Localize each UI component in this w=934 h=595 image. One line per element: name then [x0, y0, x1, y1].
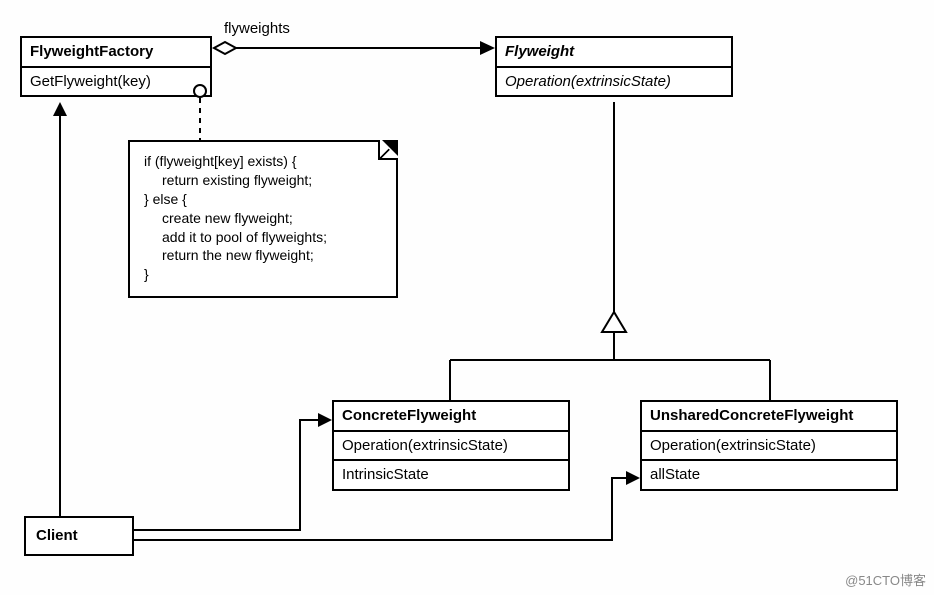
class-title: UnsharedConcreteFlyweight — [642, 402, 896, 432]
note-fold-icon — [378, 140, 398, 160]
note-line: return the new flyweight; — [144, 246, 382, 265]
class-attribute: IntrinsicState — [334, 461, 568, 489]
association-label-flyweights: flyweights — [224, 20, 290, 37]
arrowhead-icon — [53, 102, 67, 116]
class-flyweight: Flyweight Operation(extrinsicState) — [495, 36, 733, 97]
edge-client-concrete — [134, 420, 330, 530]
note-line: create new flyweight; — [144, 209, 382, 228]
class-title: FlyweightFactory — [22, 38, 210, 68]
aggregation-diamond-icon — [214, 42, 236, 54]
class-operation: GetFlyweight(key) — [22, 68, 210, 96]
arrowhead-icon — [318, 413, 332, 427]
class-title: Flyweight — [497, 38, 731, 68]
note-line: add it to pool of flyweights; — [144, 228, 382, 247]
class-operation: Operation(extrinsicState) — [334, 432, 568, 462]
class-unshared-concrete-flyweight: UnsharedConcreteFlyweight Operation(extr… — [640, 400, 898, 491]
uml-note: if (flyweight[key] exists) { return exis… — [128, 140, 398, 298]
note-line: if (flyweight[key] exists) { — [144, 152, 382, 171]
arrowhead-icon — [626, 471, 640, 485]
class-title: ConcreteFlyweight — [334, 402, 568, 432]
class-flyweight-factory: FlyweightFactory GetFlyweight(key) — [20, 36, 212, 97]
generalization-triangle-icon — [602, 312, 626, 332]
class-operation: Operation(extrinsicState) — [497, 68, 731, 96]
note-line: return existing flyweight; — [144, 171, 382, 190]
class-attribute: allState — [642, 461, 896, 489]
class-title: Client — [26, 518, 132, 554]
watermark: @51CTO博客 — [845, 570, 926, 589]
class-concrete-flyweight: ConcreteFlyweight Operation(extrinsicSta… — [332, 400, 570, 491]
interface-lollipop — [193, 84, 207, 98]
class-client: Client — [24, 516, 134, 556]
arrowhead-icon — [480, 41, 495, 55]
class-operation: Operation(extrinsicState) — [642, 432, 896, 462]
note-line: } — [144, 265, 382, 284]
note-line: } else { — [144, 190, 382, 209]
